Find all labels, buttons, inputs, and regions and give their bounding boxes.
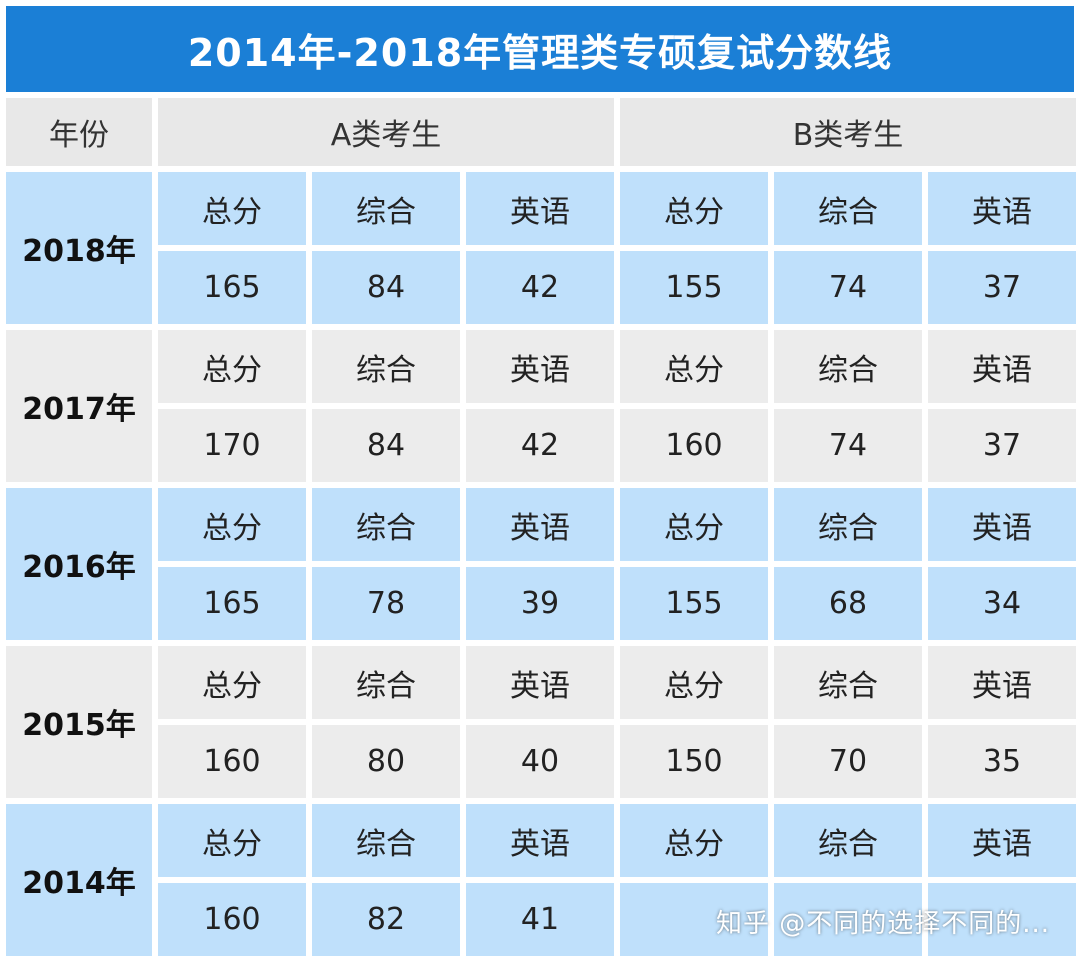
subject-label: 英语 [928, 804, 1076, 877]
score-value: 41 [466, 883, 614, 956]
score-value: 155 [620, 567, 768, 640]
subject-label: 综合 [312, 804, 460, 877]
subject-label: 英语 [466, 804, 614, 877]
score-value: 35 [928, 725, 1076, 798]
table-title: 2014年-2018年管理类专硕复试分数线 [6, 6, 1074, 92]
year-cell: 2016年 [6, 488, 152, 640]
score-table: 年份 A类考生 B类考生 2018年 总分 165 综合 84 英语 42 总分 155 综合 74… [6, 98, 1076, 960]
subject-label: 综合 [312, 330, 460, 403]
score-value: 150 [620, 725, 768, 798]
subject-label: 综合 [774, 804, 922, 877]
subject-label: 总分 [620, 488, 768, 561]
subject-label: 综合 [774, 646, 922, 719]
score-value: 34 [928, 567, 1076, 640]
score-value: 165 [158, 251, 306, 324]
score-value: 80 [312, 725, 460, 798]
year-cell: 2017年 [6, 330, 152, 482]
subject-label: 总分 [620, 330, 768, 403]
score-value: 165 [158, 567, 306, 640]
subject-label: 英语 [928, 330, 1076, 403]
subject-label: 英语 [466, 330, 614, 403]
score-value: 70 [774, 725, 922, 798]
score-value [928, 883, 1076, 956]
score-value: 40 [466, 725, 614, 798]
score-value: 170 [158, 409, 306, 482]
subject-label: 总分 [158, 488, 306, 561]
score-value: 42 [466, 409, 614, 482]
subject-label: 总分 [620, 172, 768, 245]
subject-label: 综合 [774, 488, 922, 561]
score-value: 84 [312, 409, 460, 482]
score-value: 82 [312, 883, 460, 956]
score-value: 42 [466, 251, 614, 324]
score-value: 68 [774, 567, 922, 640]
subject-label: 英语 [466, 488, 614, 561]
subject-label: 总分 [620, 804, 768, 877]
year-cell: 2015年 [6, 646, 152, 798]
year-cell: 2014年 [6, 804, 152, 956]
score-value: 155 [620, 251, 768, 324]
score-value: 74 [774, 251, 922, 324]
score-value: 37 [928, 409, 1076, 482]
year-cell: 2018年 [6, 172, 152, 324]
subject-label: 英语 [466, 646, 614, 719]
score-value: 160 [620, 409, 768, 482]
header-group-b: B类考生 [620, 98, 1076, 166]
subject-label: 综合 [312, 172, 460, 245]
score-value: 37 [928, 251, 1076, 324]
subject-label: 总分 [158, 172, 306, 245]
subject-label: 综合 [774, 172, 922, 245]
subject-label: 总分 [158, 646, 306, 719]
subject-label: 总分 [158, 330, 306, 403]
subject-label: 综合 [312, 488, 460, 561]
subject-label: 英语 [928, 172, 1076, 245]
subject-label: 综合 [774, 330, 922, 403]
subject-label: 英语 [928, 488, 1076, 561]
subject-label: 英语 [466, 172, 614, 245]
subject-label: 英语 [928, 646, 1076, 719]
score-value: 74 [774, 409, 922, 482]
score-value: 78 [312, 567, 460, 640]
score-value [774, 883, 922, 956]
header-year: 年份 [6, 98, 152, 166]
subject-label: 总分 [620, 646, 768, 719]
score-value: 160 [158, 725, 306, 798]
subject-label: 总分 [158, 804, 306, 877]
header-group-a: A类考生 [158, 98, 614, 166]
score-value [620, 883, 768, 956]
zhihu-watermark: 知乎 @不同的选择不同的... [715, 909, 1050, 939]
score-value: 84 [312, 251, 460, 324]
subject-label: 综合 [312, 646, 460, 719]
score-value: 160 [158, 883, 306, 956]
score-value: 39 [466, 567, 614, 640]
